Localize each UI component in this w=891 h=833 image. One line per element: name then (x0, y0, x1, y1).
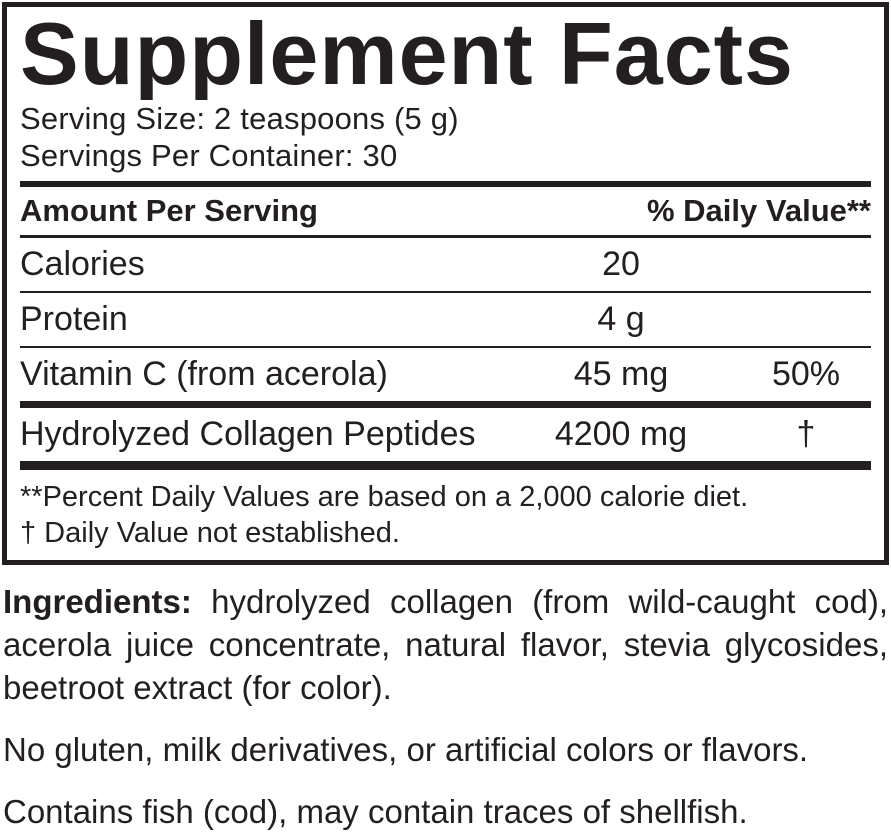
daily-value-header: % Daily Value** (646, 192, 871, 228)
divider-row (20, 290, 871, 293)
ingredients-label: Ingredients: (3, 583, 192, 620)
table-row-protein: Protein 4 g (20, 293, 871, 346)
ingredients-paragraph: Ingredients: hydrolyzed collagen (from w… (3, 580, 888, 709)
table-header-row: Amount Per Serving % Daily Value** (20, 187, 871, 235)
divider-thick-bottom (20, 460, 871, 470)
table-row-vitamin-c: Vitamin C (from acerola) 45 mg 50% (20, 348, 871, 401)
table-row-calories: Calories 20 (20, 238, 871, 291)
panel-title: Supplement Facts (20, 8, 794, 100)
no-artificial-note: No gluten, milk derivatives, or artifici… (3, 731, 809, 768)
nutrient-name: Protein (20, 299, 128, 338)
nutrient-amount: 20 (602, 244, 640, 283)
nutrient-name: Vitamin C (from acerola) (20, 354, 388, 393)
divider-medium (20, 400, 871, 408)
nutrient-name: Hydrolyzed Collagen Peptides (20, 414, 476, 453)
nutrient-daily-value: 50% (771, 354, 841, 393)
divider-header (20, 234, 871, 238)
footnotes: **Percent Daily Values are based on a 2,… (20, 470, 871, 557)
footnote-percent-daily-value: **Percent Daily Values are based on a 2,… (20, 480, 749, 513)
servings-per-container: Servings Per Container: 30 (20, 137, 398, 173)
serving-size: Serving Size: 2 teaspoons (5 g) (20, 100, 459, 136)
nutrient-amount: 4200 mg (554, 414, 688, 453)
nutrient-name: Calories (20, 244, 145, 283)
ingredients-text: hydrolyzed collagen (from wild-caught co… (3, 583, 888, 706)
nutrient-amount: 45 mg (573, 354, 669, 393)
footnote-daily-value-not-established: † Daily Value not established. (20, 516, 400, 549)
nutrient-amount: 4 g (597, 299, 645, 338)
amount-per-serving-header: Amount Per Serving (20, 192, 318, 228)
table-row-collagen: Hydrolyzed Collagen Peptides 4200 mg † (20, 408, 871, 461)
divider-thick-top (20, 180, 871, 187)
divider-row (20, 345, 871, 348)
supplement-facts-panel: Supplement Facts Serving Size: 2 teaspoo… (2, 2, 889, 565)
dagger-symbol: † (796, 414, 816, 453)
allergen-note: Contains fish (cod), may contain traces … (3, 793, 748, 830)
